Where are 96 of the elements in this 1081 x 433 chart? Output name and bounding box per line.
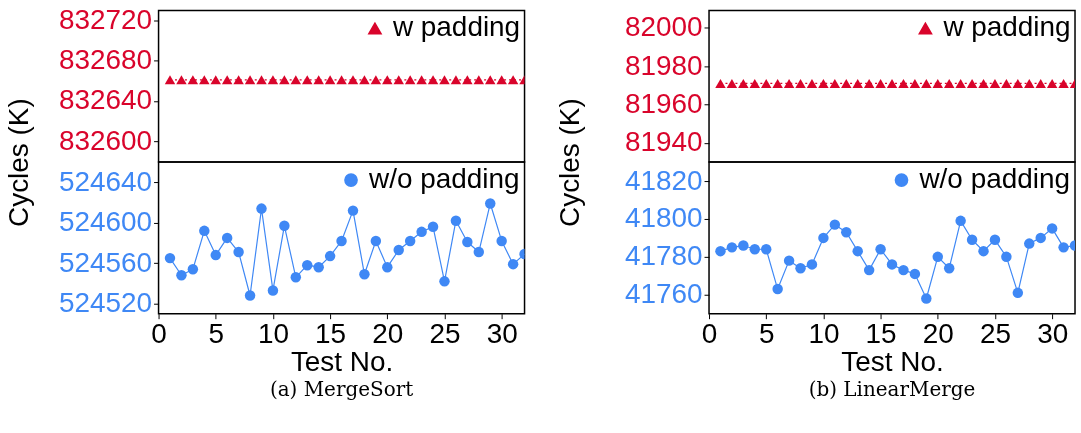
point — [886, 259, 898, 270]
point — [760, 244, 772, 255]
x-tick-label: 30 — [486, 318, 518, 350]
y-axis-title: Cycles (K) — [553, 98, 585, 227]
legend-label: w padding — [942, 11, 1071, 43]
point — [806, 259, 818, 270]
y-tick-label: 832680 — [58, 44, 153, 76]
point — [978, 245, 989, 257]
point — [738, 240, 749, 251]
point — [210, 249, 221, 261]
point — [256, 203, 267, 214]
point — [370, 235, 382, 247]
point — [1046, 223, 1058, 234]
point — [187, 264, 199, 275]
point — [863, 264, 875, 276]
point — [164, 252, 176, 264]
x-tick-label: 10 — [808, 318, 840, 350]
y-tick-label: 524640 — [58, 165, 153, 197]
y-tick-label: 832600 — [58, 124, 153, 156]
point — [324, 250, 336, 262]
point — [783, 255, 795, 266]
point — [841, 227, 852, 238]
x-tick-label: 5 — [758, 318, 775, 350]
y-tick-label: 524560 — [58, 246, 153, 278]
point — [313, 261, 324, 273]
point — [496, 235, 507, 247]
point — [989, 234, 1001, 246]
x-tick-label: 10 — [257, 318, 289, 350]
point — [439, 276, 450, 287]
point — [875, 244, 886, 255]
point — [359, 269, 370, 280]
point — [772, 283, 783, 295]
point — [221, 232, 233, 244]
point — [485, 198, 496, 209]
y-tick-label: 81940 — [624, 126, 703, 158]
point — [199, 225, 210, 237]
point — [290, 272, 302, 283]
point — [932, 251, 943, 263]
point — [921, 293, 932, 304]
point — [473, 246, 485, 258]
point — [818, 232, 829, 244]
point — [267, 285, 279, 296]
point — [507, 258, 519, 270]
y-axis-title: Cycles (K) — [3, 98, 35, 227]
y-tick-label: 832720 — [58, 4, 153, 36]
point — [279, 220, 290, 231]
point — [347, 205, 359, 216]
point — [302, 259, 313, 271]
x-tick-label: 0 — [151, 318, 167, 350]
point — [176, 270, 187, 281]
y-tick-label: 81980 — [624, 49, 703, 81]
y-tick-label: 41820 — [624, 164, 703, 196]
y-tick-label: 524520 — [58, 287, 153, 319]
point — [462, 236, 473, 248]
point — [852, 245, 863, 257]
point — [233, 246, 244, 258]
y-tick-label: 832640 — [58, 84, 153, 116]
x-tick-label: 25 — [979, 318, 1011, 350]
point — [393, 244, 404, 256]
point — [336, 235, 347, 247]
point — [427, 221, 439, 232]
point — [726, 242, 738, 253]
point — [1058, 242, 1069, 253]
point — [966, 234, 978, 246]
x-tick-label: 25 — [429, 318, 461, 350]
point — [382, 261, 393, 273]
point — [715, 245, 726, 257]
point — [244, 290, 256, 301]
x-tick-label: 0 — [701, 318, 718, 350]
point — [829, 219, 841, 230]
point — [898, 264, 909, 276]
y-tick-label: 81960 — [624, 88, 703, 120]
y-tick-label: 524600 — [58, 206, 153, 238]
point — [450, 215, 462, 226]
x-tick-label: 5 — [208, 318, 225, 350]
y-tick-label: 82000 — [624, 11, 703, 43]
point — [943, 263, 955, 274]
x-tick-label: 30 — [1037, 318, 1069, 350]
y-tick-label: 41780 — [624, 240, 703, 272]
y-tick-label: 41800 — [624, 202, 703, 234]
point — [909, 268, 921, 280]
text: (b) LinearMerge — [808, 377, 976, 402]
legend-label: w padding — [391, 11, 521, 43]
point — [404, 235, 416, 247]
point — [749, 244, 761, 255]
point — [1035, 232, 1046, 244]
y-tick-label: 41760 — [624, 278, 703, 310]
legend-label: w/o padding — [918, 163, 1070, 195]
point — [955, 215, 966, 227]
text: (a) MergeSort — [269, 377, 414, 402]
point — [1001, 251, 1012, 263]
legend-label: w/o padding — [367, 163, 520, 195]
point — [795, 263, 806, 274]
point — [416, 226, 427, 238]
point — [1024, 238, 1035, 249]
point — [1012, 287, 1024, 299]
